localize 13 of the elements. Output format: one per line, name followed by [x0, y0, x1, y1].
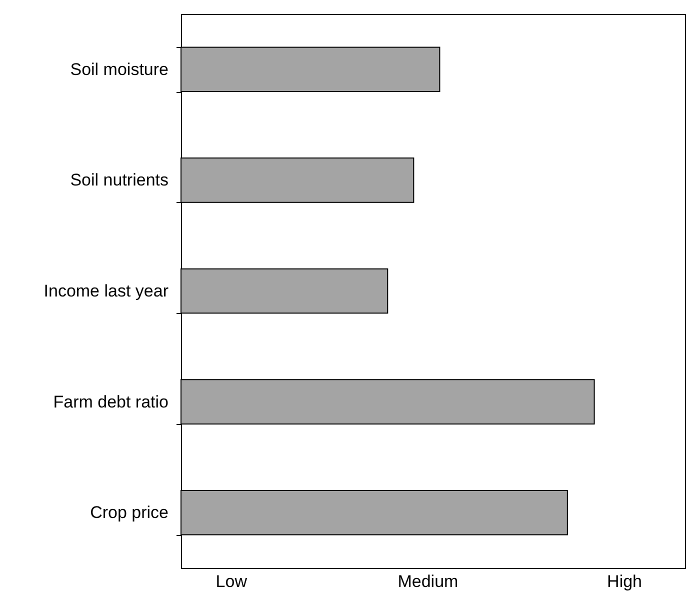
bar — [180, 490, 568, 536]
y-tick-label: Crop price — [90, 503, 168, 522]
text: High — [607, 572, 642, 591]
bar — [180, 46, 440, 92]
bar — [180, 268, 388, 314]
bar — [180, 379, 595, 424]
text: Medium — [398, 572, 458, 591]
bar — [180, 158, 414, 203]
y-tick-label: Income last year — [44, 282, 169, 300]
y-tick-label: Farm debt ratio — [53, 392, 168, 412]
y-tick-label: Soil moisture — [70, 60, 168, 79]
y-tick-label: Soil nutrients — [70, 170, 168, 190]
text: Low — [216, 572, 248, 591]
